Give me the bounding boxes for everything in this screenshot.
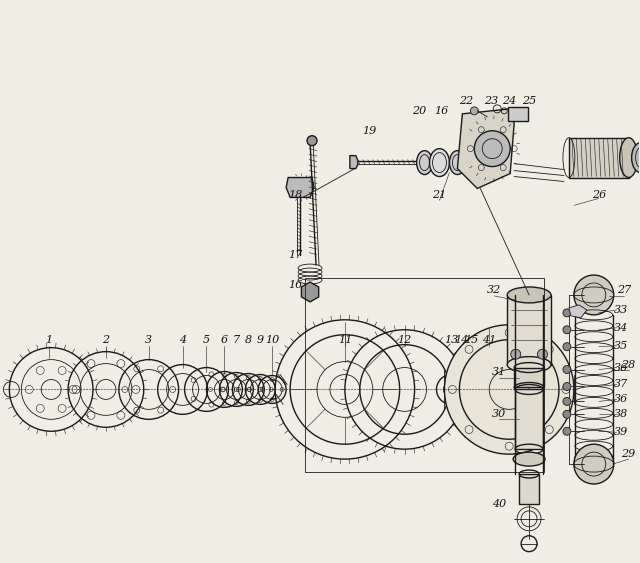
Text: 2: 2 bbox=[102, 335, 109, 345]
Ellipse shape bbox=[632, 142, 640, 172]
Polygon shape bbox=[301, 282, 319, 302]
Ellipse shape bbox=[507, 356, 551, 373]
Text: 38: 38 bbox=[614, 409, 628, 419]
Text: 4: 4 bbox=[179, 335, 186, 345]
Text: 31: 31 bbox=[492, 367, 506, 377]
Circle shape bbox=[470, 107, 478, 115]
Text: 20: 20 bbox=[412, 106, 427, 116]
Circle shape bbox=[563, 427, 571, 435]
Text: 24: 24 bbox=[502, 96, 516, 106]
Text: 10: 10 bbox=[265, 335, 279, 345]
Text: 39: 39 bbox=[614, 427, 628, 437]
Text: 40: 40 bbox=[492, 499, 506, 509]
Text: 36: 36 bbox=[614, 363, 628, 373]
Ellipse shape bbox=[465, 153, 478, 172]
Circle shape bbox=[302, 284, 318, 300]
Circle shape bbox=[574, 444, 614, 484]
Text: 36: 36 bbox=[614, 395, 628, 404]
Bar bbox=[515, 390, 543, 449]
Circle shape bbox=[563, 382, 571, 391]
Bar bbox=[569, 138, 628, 177]
Text: 27: 27 bbox=[616, 285, 631, 295]
Ellipse shape bbox=[513, 452, 545, 466]
Text: 37: 37 bbox=[614, 379, 628, 390]
Text: 8: 8 bbox=[244, 335, 252, 345]
Text: 18: 18 bbox=[288, 190, 302, 200]
Text: 6: 6 bbox=[221, 335, 228, 345]
Circle shape bbox=[444, 325, 574, 454]
Text: 35: 35 bbox=[614, 341, 628, 351]
Text: 9: 9 bbox=[257, 335, 264, 345]
Bar bbox=[507, 295, 551, 365]
Polygon shape bbox=[350, 155, 358, 168]
Ellipse shape bbox=[449, 151, 465, 175]
Text: 16: 16 bbox=[288, 280, 302, 290]
Polygon shape bbox=[286, 177, 314, 198]
Ellipse shape bbox=[620, 138, 637, 177]
Text: 7: 7 bbox=[233, 335, 240, 345]
Text: 15: 15 bbox=[464, 335, 479, 345]
Text: 14: 14 bbox=[454, 335, 468, 345]
Text: 34: 34 bbox=[614, 323, 628, 333]
Bar bbox=[519, 474, 539, 504]
Text: 22: 22 bbox=[460, 96, 474, 106]
Bar bbox=[305, 278, 544, 472]
Text: 41: 41 bbox=[482, 335, 497, 345]
Text: 29: 29 bbox=[621, 449, 636, 459]
Text: 33: 33 bbox=[614, 305, 628, 315]
Circle shape bbox=[538, 349, 547, 359]
Text: 16: 16 bbox=[435, 106, 449, 116]
Polygon shape bbox=[458, 109, 514, 189]
Text: 26: 26 bbox=[591, 190, 606, 200]
Bar bbox=[508, 107, 528, 121]
Text: 1: 1 bbox=[45, 335, 52, 345]
Text: 25: 25 bbox=[522, 96, 536, 106]
Ellipse shape bbox=[417, 151, 433, 175]
Text: 5: 5 bbox=[203, 335, 210, 345]
Circle shape bbox=[563, 365, 571, 373]
Ellipse shape bbox=[507, 287, 551, 303]
Text: 11: 11 bbox=[338, 335, 352, 345]
Circle shape bbox=[563, 309, 571, 317]
Text: 21: 21 bbox=[433, 190, 447, 200]
Text: 17: 17 bbox=[288, 250, 302, 260]
Circle shape bbox=[474, 131, 510, 167]
Text: 3: 3 bbox=[145, 335, 152, 345]
Circle shape bbox=[563, 410, 571, 418]
Circle shape bbox=[563, 397, 571, 405]
Text: 28: 28 bbox=[621, 360, 636, 369]
Circle shape bbox=[307, 136, 317, 146]
Text: 12: 12 bbox=[397, 335, 412, 345]
Circle shape bbox=[563, 326, 571, 334]
Text: 23: 23 bbox=[484, 96, 499, 106]
Bar bbox=[514, 368, 544, 387]
Text: 30: 30 bbox=[492, 409, 506, 419]
Circle shape bbox=[563, 343, 571, 351]
Ellipse shape bbox=[429, 149, 449, 177]
Polygon shape bbox=[569, 305, 587, 318]
Circle shape bbox=[511, 349, 521, 359]
Text: 32: 32 bbox=[487, 285, 501, 295]
Text: 19: 19 bbox=[363, 126, 377, 136]
Circle shape bbox=[574, 275, 614, 315]
Text: 13: 13 bbox=[444, 335, 458, 345]
